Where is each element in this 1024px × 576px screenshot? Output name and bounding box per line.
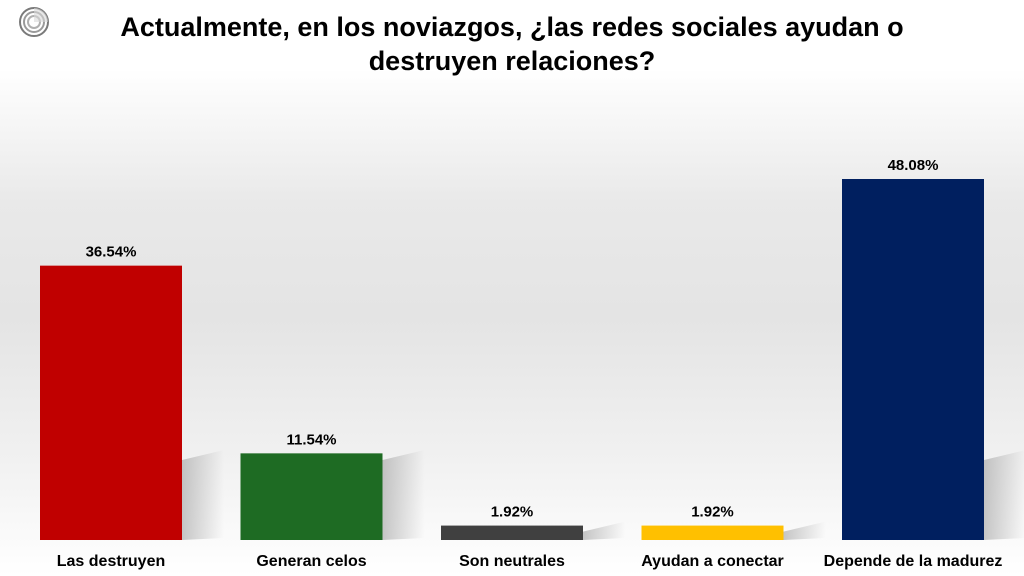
bar-son-neutrales: [441, 525, 583, 540]
bar-depende-de-la-madurez: [842, 179, 984, 540]
bar-shadow: [382, 450, 425, 540]
category-label: Las destruyen: [57, 553, 165, 570]
category-label: Depende de la madurez: [824, 553, 1003, 570]
bar-shadow: [984, 450, 1024, 540]
bar-las-destruyen: [40, 265, 182, 540]
category-label: Ayudan a conectar: [641, 553, 784, 570]
bar-shadow: [783, 521, 826, 540]
category-label: Generan celos: [256, 553, 366, 570]
data-label: 1.92%: [691, 504, 734, 521]
bar-shadow: [182, 450, 224, 540]
data-label: 36.54%: [86, 244, 137, 261]
bar-generan-celos: [240, 453, 383, 540]
data-label: 11.54%: [286, 431, 336, 448]
bar-shadow: [583, 521, 625, 540]
chart-title: Actualmente, en los noviazgos, ¿las rede…: [120, 12, 904, 76]
logo-icon: [18, 6, 50, 38]
data-label: 1.92%: [491, 504, 534, 521]
data-label: 48.08%: [888, 157, 939, 174]
category-label: Son neutrales: [459, 553, 565, 570]
bar-ayudan-a-conectar: [641, 525, 784, 540]
